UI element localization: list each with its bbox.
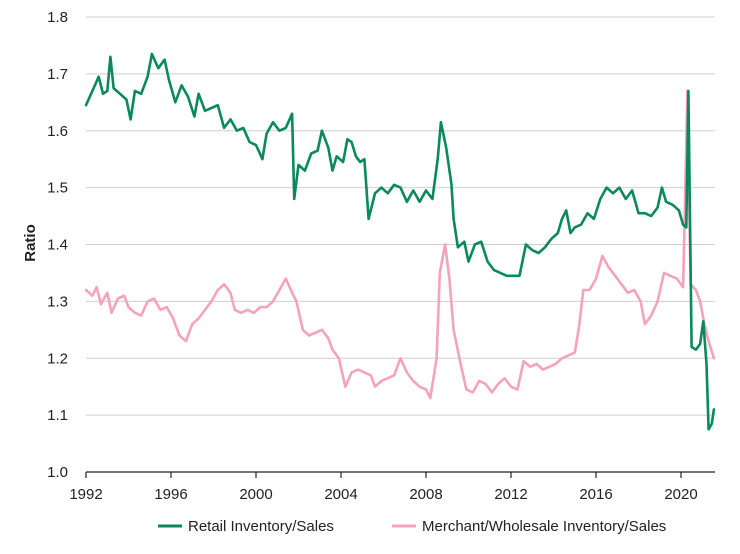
y-tick-label: 1.6 xyxy=(47,123,68,140)
series-line-merchant-wholesale xyxy=(84,89,716,400)
y-axis-title: Ratio xyxy=(22,224,39,262)
legend-label: Merchant/Wholesale Inventory/Sales xyxy=(422,518,666,535)
y-axis-ticks: 1.0 1.1 1.2 1.3 1.4 1.5 1.6 1.7 1.8 xyxy=(47,9,68,481)
x-tick-label: 2004 xyxy=(324,486,357,503)
series-lines xyxy=(84,52,716,431)
y-tick-label: 1.0 xyxy=(47,464,68,481)
x-tick-label: 2016 xyxy=(579,486,612,503)
x-tick-label: 1992 xyxy=(69,486,102,503)
x-axis-ticks: 1992 1996 2000 2004 2008 2012 2016 2020 xyxy=(69,472,698,503)
x-tick-label: 2000 xyxy=(239,486,272,503)
series-line-retail xyxy=(84,52,716,431)
y-tick-label: 1.4 xyxy=(47,237,68,254)
x-tick-label: 2008 xyxy=(409,486,442,503)
legend-item-retail: Retail Inventory/Sales xyxy=(158,518,334,535)
y-tick-label: 1.2 xyxy=(47,350,68,367)
x-tick-label: 2020 xyxy=(664,486,697,503)
y-tick-label: 1.5 xyxy=(47,180,68,197)
y-tick-label: 1.1 xyxy=(47,407,68,424)
legend-label: Retail Inventory/Sales xyxy=(188,518,334,535)
legend-item-merchant-wholesale: Merchant/Wholesale Inventory/Sales xyxy=(392,518,666,535)
x-tick-label: 1996 xyxy=(154,486,187,503)
y-tick-label: 1.3 xyxy=(47,293,68,310)
x-tick-label: 2012 xyxy=(494,486,527,503)
y-tick-label: 1.7 xyxy=(47,66,68,83)
legend: Retail Inventory/Sales Merchant/Wholesale… xyxy=(158,518,666,535)
y-tick-label: 1.8 xyxy=(47,9,68,26)
